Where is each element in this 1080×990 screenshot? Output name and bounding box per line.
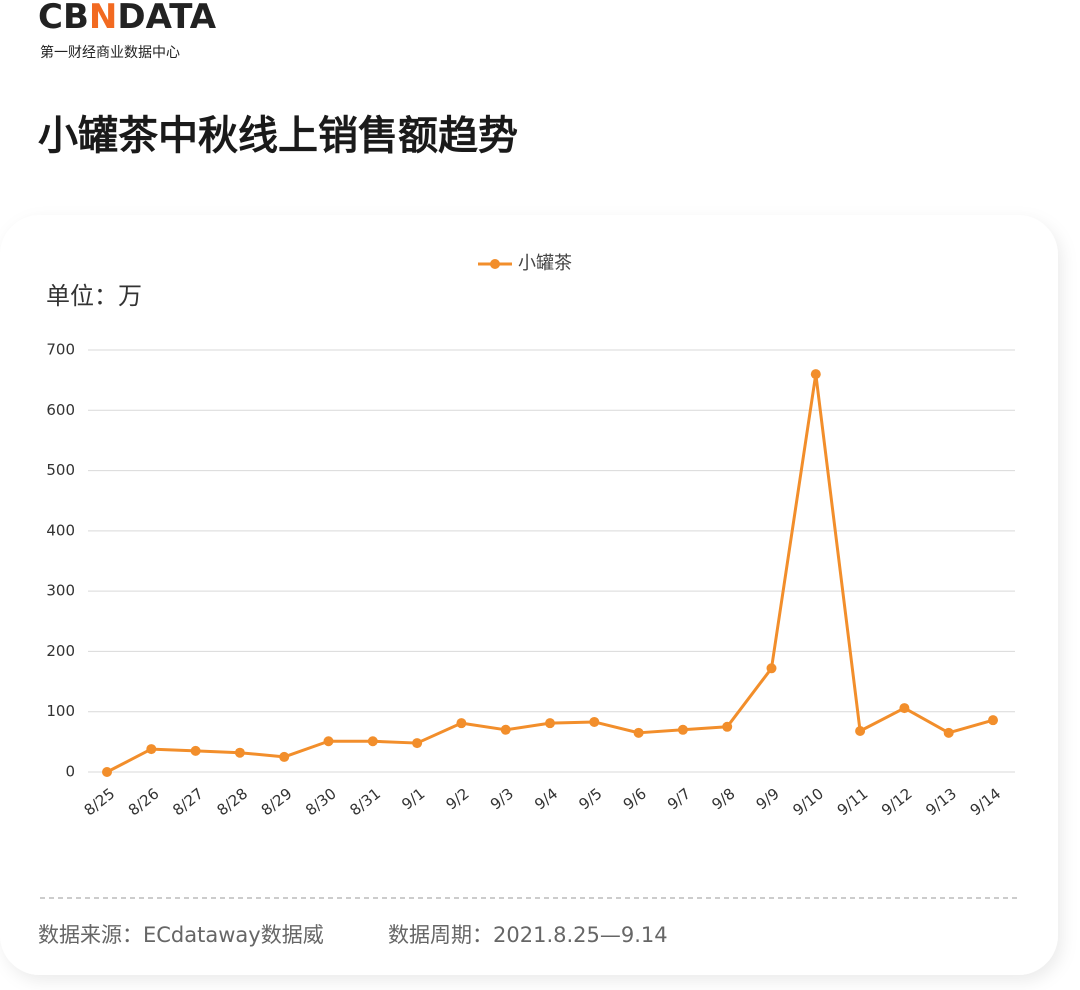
point [545, 718, 555, 729]
y-tick-label: 700 [46, 341, 75, 359]
y-tick-label: 0 [65, 763, 75, 781]
y-tick-label: 600 [46, 401, 75, 419]
logo: CBNDATA [38, 0, 217, 37]
point [943, 727, 954, 738]
point [589, 716, 600, 727]
logo-part: CB [38, 0, 89, 37]
y-tick-label: 300 [46, 582, 75, 600]
y-tick-label: 500 [46, 461, 75, 479]
point [500, 724, 511, 735]
point [633, 727, 644, 738]
point [766, 663, 777, 674]
point [412, 738, 423, 749]
point [810, 369, 821, 380]
y-tick-label: 100 [46, 702, 75, 720]
y-tick-label: 400 [46, 521, 75, 539]
point [367, 736, 378, 747]
point [988, 715, 998, 726]
legend-marker [490, 259, 500, 269]
chart-title: 小罐茶中秋线上销售额趋势 [38, 113, 518, 159]
y-tick-label: 200 [46, 642, 75, 660]
point [234, 747, 245, 758]
point [456, 718, 467, 729]
unit-label: 单位：万 [46, 282, 142, 310]
card [0, 215, 1058, 975]
point [855, 726, 866, 737]
period: 数据周期：2021.8.25—9.14 [388, 923, 668, 947]
source: 数据来源：ECdataway数据威 [38, 923, 324, 947]
point [102, 767, 112, 777]
point [677, 724, 688, 735]
point [323, 736, 334, 747]
logo-subtitle: 第一财经商业数据中心 [40, 44, 180, 61]
point [190, 745, 201, 756]
point [722, 721, 733, 732]
point [279, 751, 290, 762]
point [899, 703, 910, 714]
point [146, 744, 157, 755]
logo-part: N [89, 0, 117, 37]
legend-label: 小罐茶 [518, 253, 572, 274]
logo-part: DATA [117, 0, 216, 37]
